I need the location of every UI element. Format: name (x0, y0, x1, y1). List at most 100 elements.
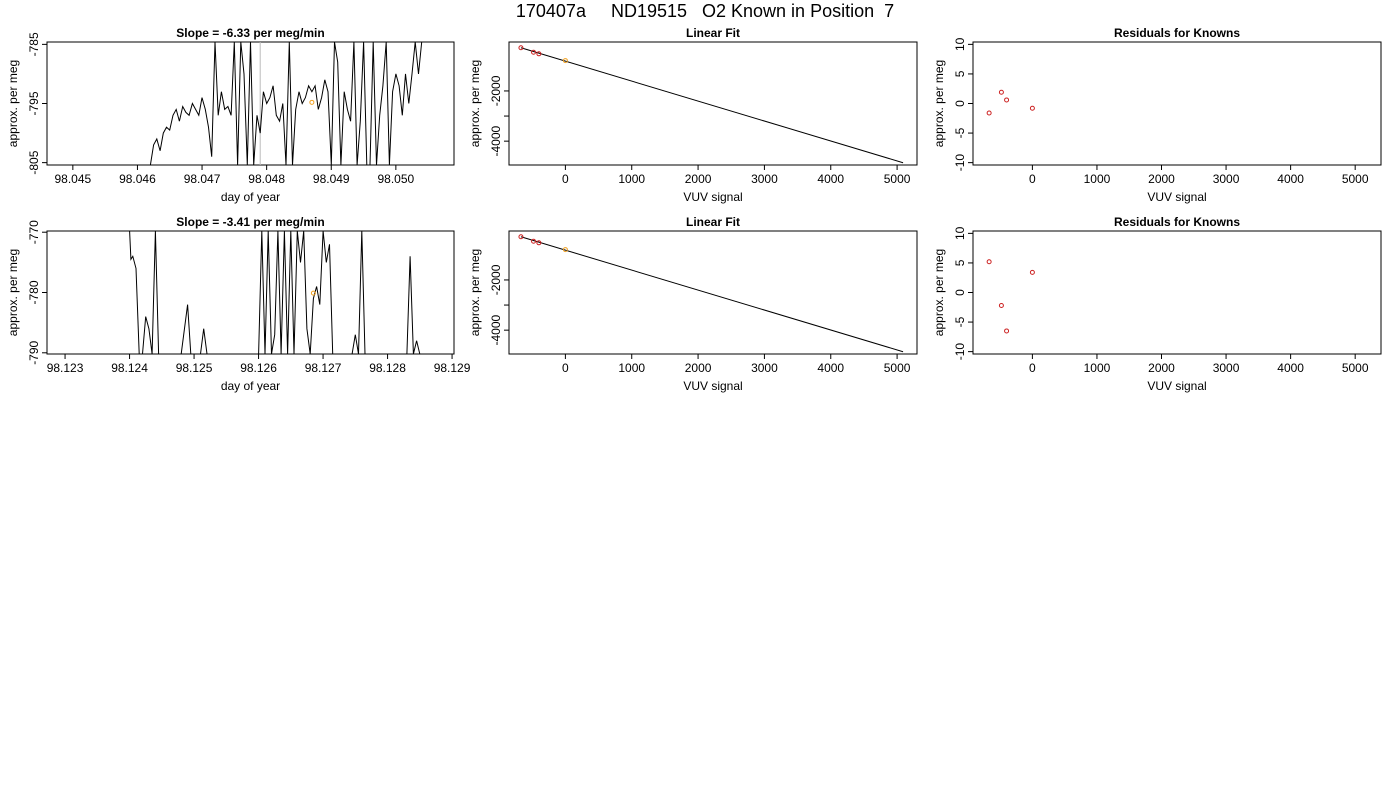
plot-frame (508, 41, 918, 166)
x-tick-label: 98.049 (313, 172, 350, 186)
x-axis-label: day of year (221, 190, 280, 204)
plot-area (986, 89, 1035, 116)
x-tick-label: 5000 (1342, 361, 1369, 375)
x-axis-label: VUV signal (1147, 190, 1206, 204)
plot-area (129, 231, 427, 354)
data-point (536, 51, 542, 57)
x-tick-label: 3000 (1213, 172, 1240, 186)
plot-frame (46, 230, 455, 355)
x-tick-label: 2000 (1148, 361, 1175, 375)
highlight-point (562, 58, 568, 64)
y-tick-label: 0 (953, 289, 967, 296)
x-tick-label: 4000 (1277, 172, 1304, 186)
data-point (986, 259, 992, 265)
y-tick-label: -780 (27, 280, 41, 304)
data-point (1029, 105, 1035, 111)
data-point (1029, 269, 1035, 275)
x-tick-label: 0 (562, 172, 569, 186)
panel-title: Slope = -3.41 per meg/min (176, 215, 324, 229)
y-tick-label: -5 (953, 316, 967, 327)
x-tick-label: 98.124 (111, 361, 148, 375)
y-tick-label: 10 (953, 37, 967, 51)
x-tick-label: 5000 (884, 361, 911, 375)
x-tick-label: 98.125 (176, 361, 213, 375)
y-tick-label: -10 (953, 154, 967, 172)
x-tick-label: 4000 (1277, 361, 1304, 375)
x-tick-label: 2000 (1148, 172, 1175, 186)
y-tick-label: 10 (953, 226, 967, 240)
x-tick-label: 0 (562, 361, 569, 375)
highlight-point (309, 99, 315, 105)
x-tick-label: 98.127 (305, 361, 342, 375)
data-point (1004, 328, 1010, 334)
data-point (1004, 97, 1010, 103)
x-tick-label: 5000 (1342, 172, 1369, 186)
x-tick-label: 4000 (817, 361, 844, 375)
data-point (518, 45, 524, 51)
x-tick-label: 2000 (685, 361, 712, 375)
plot-area (518, 234, 904, 353)
fit-line (520, 47, 904, 164)
x-tick-label: 2000 (685, 172, 712, 186)
x-tick-label: 98.045 (54, 172, 91, 186)
x-tick-label: 98.128 (369, 361, 406, 375)
y-tick-label: 0 (953, 100, 967, 107)
data-point (998, 89, 1004, 95)
series-line (149, 42, 432, 165)
x-tick-label: 98.129 (434, 361, 471, 375)
x-tick-label: 98.047 (184, 172, 221, 186)
panel-title: Linear Fit (686, 26, 740, 40)
x-tick-label: 98.050 (378, 172, 415, 186)
data-point (518, 234, 524, 240)
plot-frame (972, 230, 1382, 355)
y-axis-label: approx. per meg (468, 60, 482, 147)
x-axis-label: VUV signal (683, 379, 742, 393)
data-point (531, 49, 537, 55)
y-tick-label: -4000 (489, 125, 503, 156)
highlight-point (310, 290, 316, 296)
panel-title: Residuals for Knowns (1114, 215, 1240, 229)
plot-frame (972, 41, 1382, 166)
data-point (536, 240, 542, 246)
y-tick-label: -770 (27, 220, 41, 244)
x-tick-label: 1000 (1084, 361, 1111, 375)
highlight-point (562, 247, 568, 253)
x-tick-label: 98.046 (119, 172, 156, 186)
panel-5: Linear Fit 0 1000 2000 3000 4000 5000 -2000 -400… (468, 215, 918, 393)
x-tick-label: 1000 (618, 172, 645, 186)
panel-4: Slope = -3.41 per meg/min 98.123 98.124 98.… (6, 215, 471, 393)
x-tick-label: 0 (1029, 172, 1036, 186)
x-axis-label: VUV signal (683, 190, 742, 204)
y-axis-label: approx. per meg (468, 249, 482, 336)
y-tick-label: -10 (953, 343, 967, 361)
x-tick-label: 1000 (618, 361, 645, 375)
panel-title: Linear Fit (686, 215, 740, 229)
x-tick-label: 98.048 (248, 172, 285, 186)
y-axis-label: approx. per meg (932, 249, 946, 336)
x-tick-label: 98.123 (47, 361, 84, 375)
panel-title: Residuals for Knowns (1114, 26, 1240, 40)
y-tick-label: -2000 (489, 264, 503, 295)
y-tick-label: -5 (953, 127, 967, 138)
page-title: 170407a ND19515 O2 Known in Position 7 (515, 1, 895, 21)
data-point (998, 303, 1004, 309)
fit-line (520, 236, 904, 353)
x-tick-label: 3000 (1213, 361, 1240, 375)
x-tick-label: 4000 (817, 172, 844, 186)
x-tick-label: 98.126 (240, 361, 277, 375)
y-tick-label: -795 (27, 91, 41, 115)
data-point (986, 110, 992, 116)
plot-area (518, 45, 904, 164)
y-tick-label: 5 (953, 259, 967, 266)
y-tick-label: -2000 (489, 75, 503, 106)
y-tick-label: -4000 (489, 314, 503, 345)
panel-2: Linear Fit 0 1000 2000 3000 4000 5000 -2000 -400… (468, 26, 918, 204)
y-axis-label: approx. per meg (6, 60, 20, 147)
plot-frame (508, 230, 918, 355)
panel-3: Residuals for Knowns 0 1000 2000 3000 4000 500… (932, 26, 1382, 204)
x-tick-label: 0 (1029, 361, 1036, 375)
data-point (531, 238, 537, 244)
y-axis-label: approx. per meg (6, 249, 20, 336)
plot-area (986, 259, 1035, 334)
